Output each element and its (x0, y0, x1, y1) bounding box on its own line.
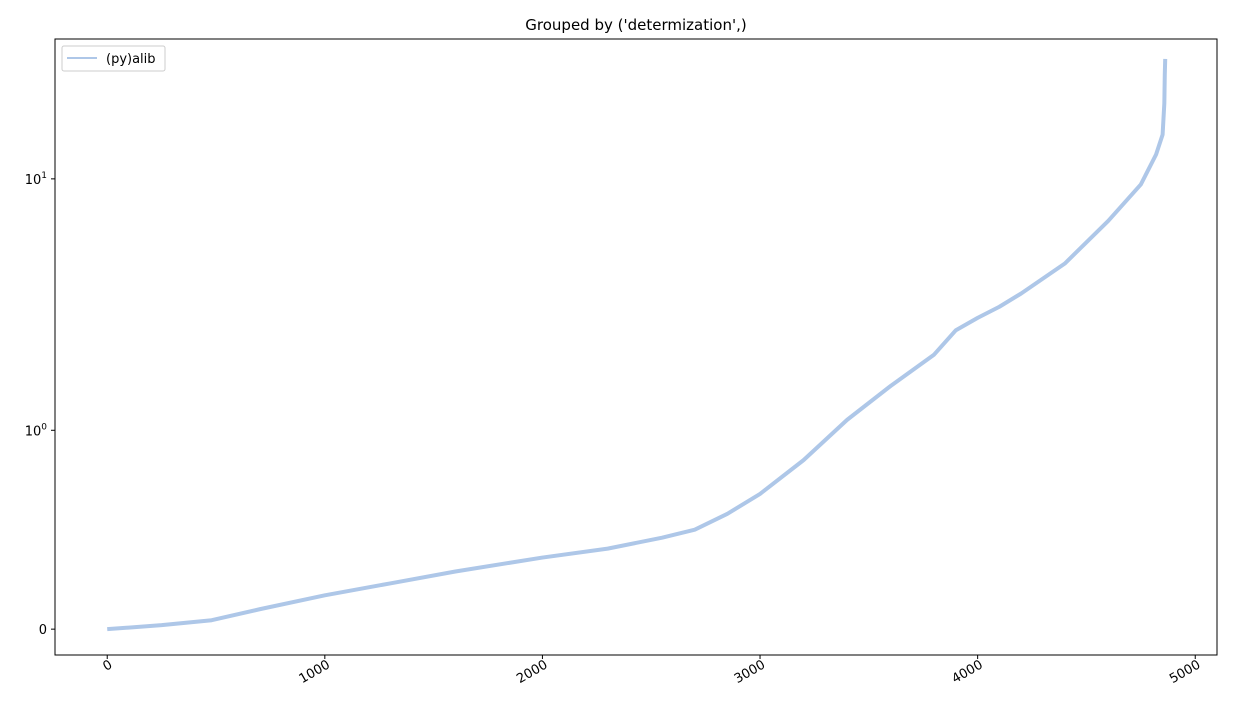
legend-box (61, 45, 166, 72)
series-line-0 (107, 58, 1168, 632)
y-tick-label-1: 100 (25, 422, 48, 439)
x-tick-label-5: 5000 (1167, 657, 1203, 687)
x-tick-label-0: 0 (101, 657, 116, 674)
x-tick-label-2: 2000 (514, 657, 550, 687)
chart-title: Grouped by ('determization',) (525, 16, 746, 34)
x-tick-label-1: 1000 (297, 657, 333, 687)
y-tick-label-0: 0 (39, 623, 47, 638)
legend: (py)alib (61, 45, 166, 72)
plot-area (107, 58, 1168, 632)
legend-label: (py)alib (106, 52, 156, 67)
x-tick-label-4: 4000 (949, 657, 985, 687)
y-tick-label-2: 101 (25, 171, 47, 188)
plot-frame (54, 38, 1218, 656)
x-axis: 0 1000 2000 3000 4000 5000 (101, 655, 1203, 687)
x-tick-label-3: 3000 (732, 657, 768, 687)
y-axis: 0 100 101 (25, 171, 55, 638)
